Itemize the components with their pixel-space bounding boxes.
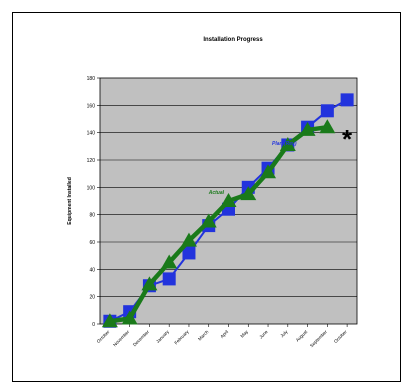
y-tick-label: 40 xyxy=(89,267,95,273)
x-tick-label: December xyxy=(132,329,151,348)
x-tick-label: November xyxy=(112,329,131,348)
x-tick-label: July xyxy=(279,329,289,339)
x-tick-label: January xyxy=(155,329,170,344)
x-tick-label: February xyxy=(173,329,190,346)
y-tick-label: 180 xyxy=(87,76,96,82)
x-tick-label: March xyxy=(197,329,210,342)
y-tick-label: 60 xyxy=(89,240,95,246)
y-axis-label: Equipment Installed xyxy=(67,177,73,225)
y-tick-label: 140 xyxy=(87,131,96,137)
chart-title: Installation Progress xyxy=(203,37,263,43)
chart-frame: Installation Progress 0 20 40 60 80 100 120 140… xyxy=(12,12,401,382)
x-tick-label: August xyxy=(295,329,309,343)
y-tick-label: 0 xyxy=(92,322,95,328)
x-tick-label: June xyxy=(258,329,269,340)
y-tick-label: 100 xyxy=(87,185,96,191)
x-tick-label: April xyxy=(219,329,229,339)
plan-point xyxy=(341,93,354,106)
y-axis-ticks: 0 20 40 60 80 100 120 140 160 180 xyxy=(87,76,100,328)
x-axis-ticks: October November December January February Ma… xyxy=(96,324,348,348)
line-chart: Installation Progress 0 20 40 60 80 100 120 140… xyxy=(13,13,400,381)
x-tick-label: May xyxy=(239,329,249,339)
y-tick-label: 80 xyxy=(89,213,95,219)
x-tick-label: October xyxy=(333,329,348,344)
x-tick-label: October xyxy=(96,329,111,344)
annotation-asterisk: * xyxy=(342,124,353,154)
y-tick-label: 120 xyxy=(87,158,96,164)
x-tick-label: September xyxy=(309,329,328,348)
y-tick-label: 20 xyxy=(89,295,95,301)
y-tick-label: 160 xyxy=(87,103,96,109)
annotations: * xyxy=(342,124,353,154)
series-label-actual: Actual xyxy=(208,190,225,196)
series-label-plan: Plan (Rev) xyxy=(272,141,297,147)
plan-point xyxy=(321,104,334,117)
plan-point xyxy=(163,272,176,285)
